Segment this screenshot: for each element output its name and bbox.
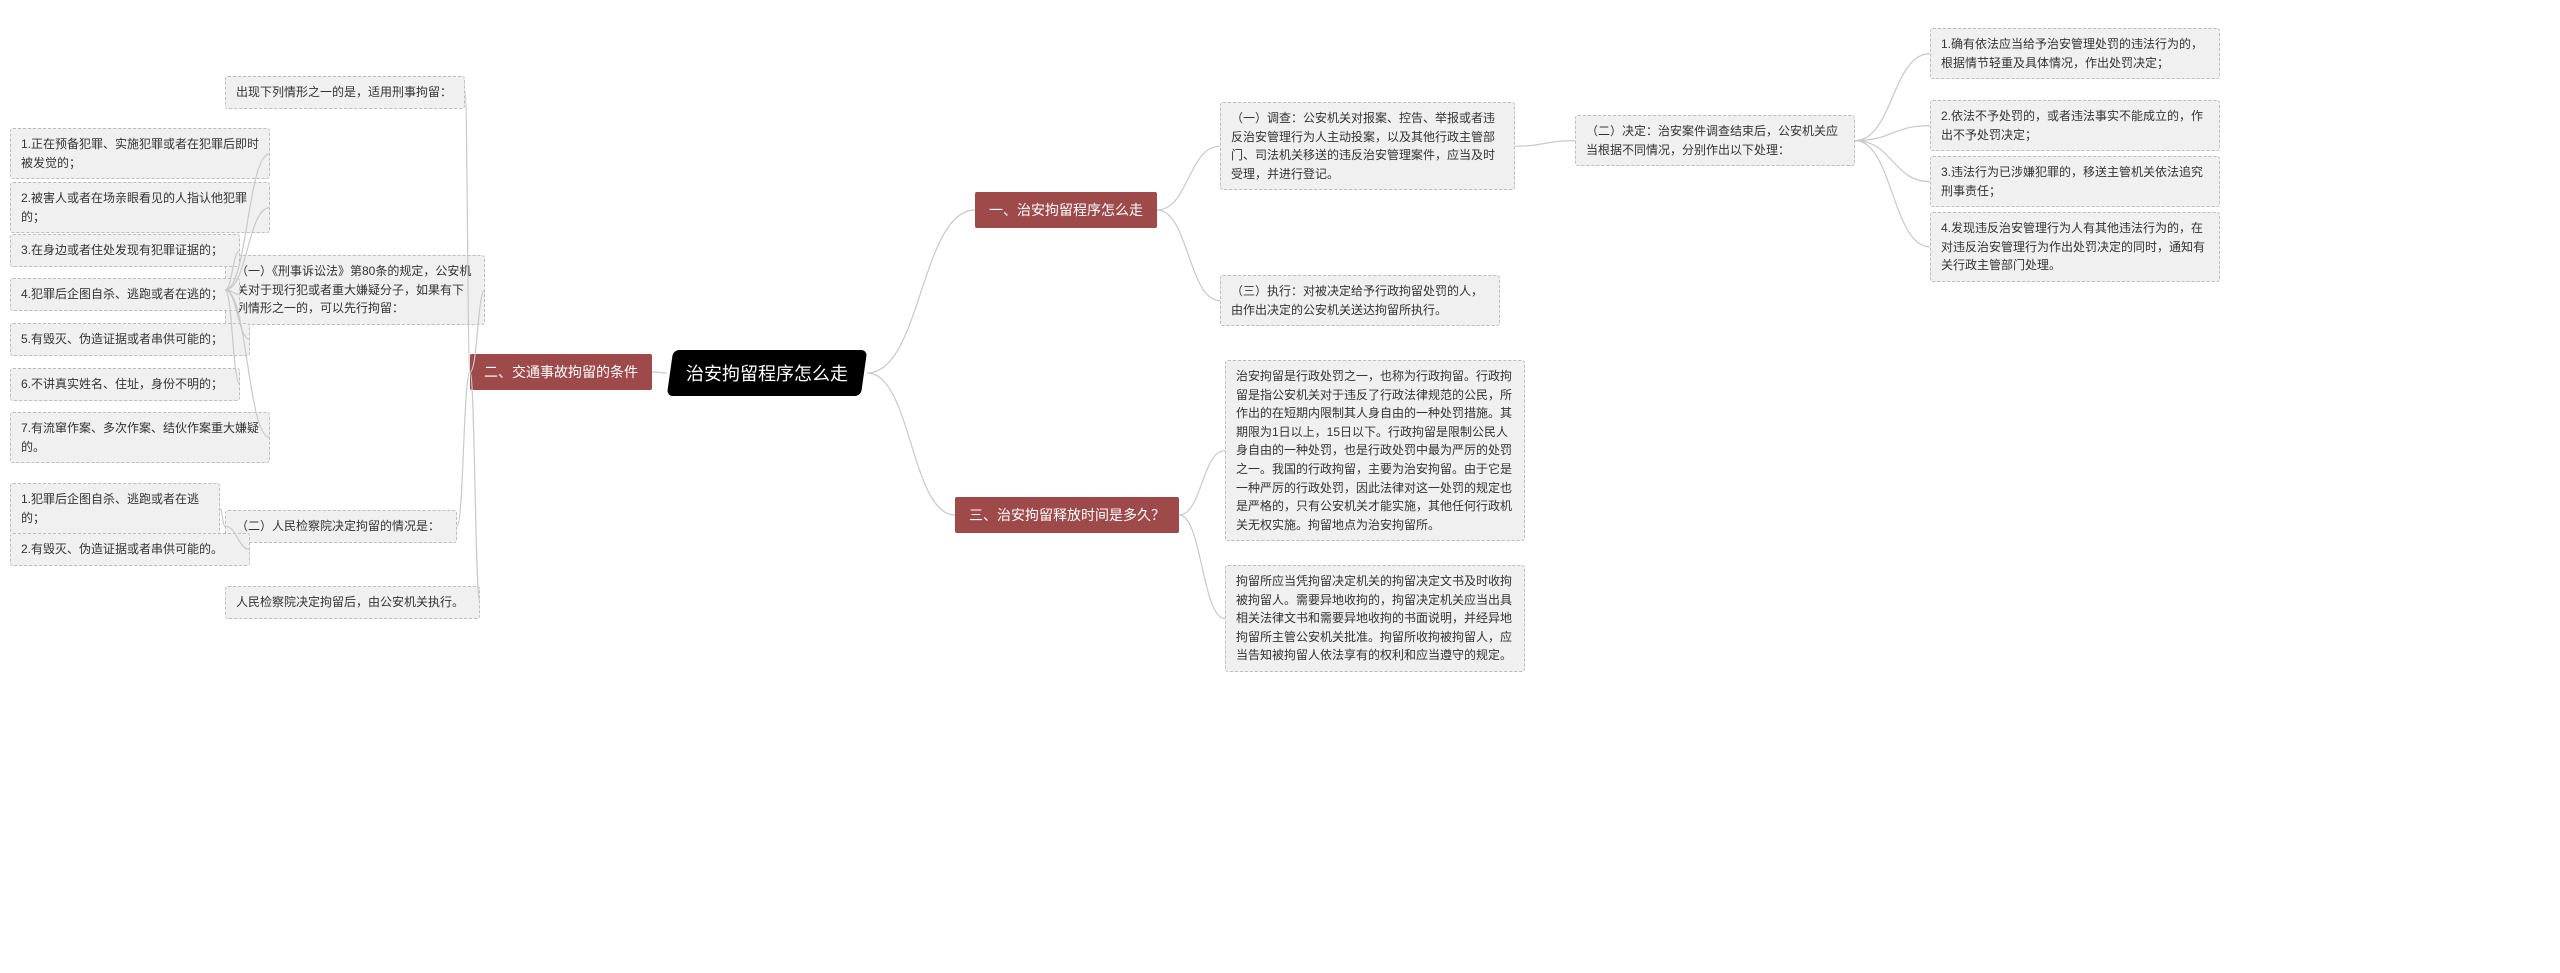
leaf-3-1: 治安拘留是行政处罚之一，也称为行政拘留。行政拘留是指公安机关对于违反了行政法律规…	[1225, 360, 1525, 541]
leaf-2-1-4: 4.犯罪后企图自杀、逃跑或者在逃的；	[10, 278, 240, 311]
leaf-2-2-2: 2.有毁灭、伪造证据或者串供可能的。	[10, 533, 250, 566]
leaf-2-3: 人民检察院决定拘留后，由公安机关执行。	[225, 586, 480, 619]
leaf-2-1-6: 6.不讲真实姓名、住址，身份不明的；	[10, 368, 240, 401]
leaf-1-2-4: 4.发现违反治安管理行为人有其他违法行为的，在对违反治安管理行为作出处罚决定的同…	[1930, 212, 2220, 282]
branch-2[interactable]: 二、交通事故拘留的条件	[470, 354, 652, 390]
branch-2-label: 二、交通事故拘留的条件	[484, 364, 638, 380]
branch-3[interactable]: 三、治安拘留释放时间是多久？	[955, 497, 1179, 533]
leaf-1-2-1: 1.确有依法应当给予治安管理处罚的违法行为的，根据情节轻重及具体情况，作出处罚决…	[1930, 28, 2220, 79]
leaf-3-2: 拘留所应当凭拘留决定机关的拘留决定文书及时收拘被拘留人。需要异地收拘的，拘留决定…	[1225, 565, 1525, 672]
root-label: 治安拘留程序怎么走	[686, 360, 848, 386]
branch-3-label: 三、治安拘留释放时间是多久？	[969, 507, 1165, 523]
branch-1-label: 一、治安拘留程序怎么走	[989, 202, 1143, 218]
leaf-1-3: （三）执行：对被决定给予行政拘留处罚的人，由作出决定的公安机关送达拘留所执行。	[1220, 275, 1500, 326]
leaf-2-1-1b: 1.正在预备犯罪、实施犯罪或者在犯罪后即时被发觉的；	[10, 128, 270, 179]
branch-1[interactable]: 一、治安拘留程序怎么走	[975, 192, 1157, 228]
leaf-1-2-2: 2.依法不予处罚的，或者违法事实不能成立的，作出不予处罚决定；	[1930, 100, 2220, 151]
leaf-2-1: （一）《刑事诉讼法》第80条的规定，公安机关对于现行犯或者重大嫌疑分子，如果有下…	[225, 255, 485, 325]
leaf-2-2-1: 1.犯罪后企图自杀、逃跑或者在逃的；	[10, 483, 220, 534]
leaf-1-2: （二）决定：治安案件调查结束后，公安机关应当根据不同情况，分别作出以下处理：	[1575, 115, 1855, 166]
leaf-2-1-7: 7.有流窜作案、多次作案、结伙作案重大嫌疑的。	[10, 412, 270, 463]
leaf-1-2-3: 3.违法行为已涉嫌犯罪的，移送主管机关依法追究刑事责任；	[1930, 156, 2220, 207]
leaf-2-0: 出现下列情形之一的是，适用刑事拘留：	[225, 76, 465, 109]
root-node[interactable]: 治安拘留程序怎么走	[667, 350, 867, 396]
leaf-2-2: （二）人民检察院决定拘留的情况是：	[225, 510, 457, 543]
leaf-2-1-5: 5.有毁灭、伪造证据或者串供可能的；	[10, 323, 250, 356]
leaf-1-1: （一）调查：公安机关对报案、控告、举报或者违反治安管理行为人主动投案，以及其他行…	[1220, 102, 1515, 190]
leaf-2-1-3: 3.在身边或者住处发现有犯罪证据的；	[10, 234, 240, 267]
leaf-2-1-2: 2.被害人或者在场亲眼看见的人指认他犯罪的；	[10, 182, 270, 233]
